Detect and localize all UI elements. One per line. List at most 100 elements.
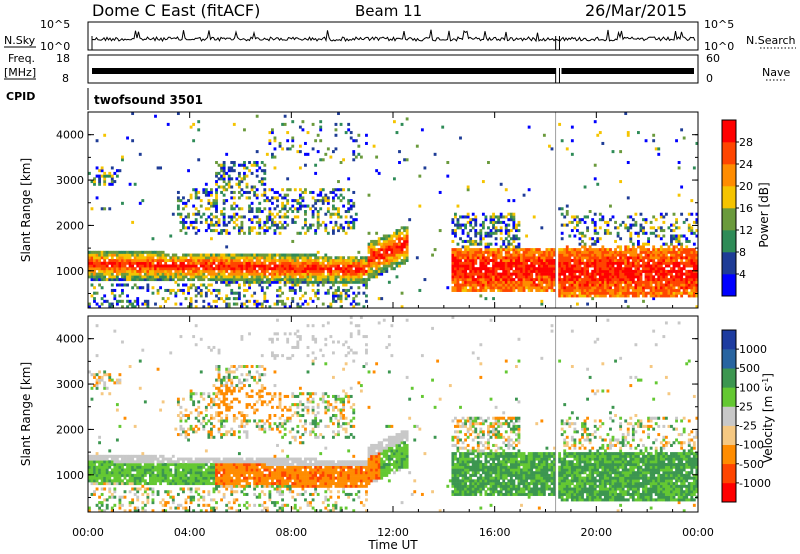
power-cell bbox=[474, 223, 478, 227]
power-cell bbox=[598, 283, 602, 287]
power-cell bbox=[182, 272, 185, 276]
power-cell bbox=[260, 272, 264, 276]
power-cell bbox=[332, 196, 335, 200]
power-cell bbox=[606, 275, 610, 279]
power-cell bbox=[352, 256, 356, 260]
velocity-cell bbox=[90, 492, 94, 496]
power-cell bbox=[245, 264, 249, 268]
power-cell bbox=[593, 253, 597, 257]
power-cell bbox=[403, 245, 407, 249]
power-cell bbox=[296, 259, 300, 263]
power-cell bbox=[288, 286, 292, 290]
power-cell bbox=[499, 253, 503, 257]
power-cell bbox=[161, 269, 165, 273]
power-cell bbox=[255, 259, 259, 263]
velocity-cell bbox=[179, 465, 183, 469]
velocity-cell bbox=[93, 473, 96, 477]
power-cell bbox=[680, 234, 684, 238]
power-cell bbox=[95, 196, 99, 200]
power-cell bbox=[220, 280, 224, 284]
power-cell bbox=[362, 283, 366, 287]
power-cell bbox=[103, 261, 107, 265]
power-cell bbox=[601, 288, 605, 292]
power-cell bbox=[649, 269, 653, 273]
power-cell bbox=[601, 248, 605, 252]
velocity-cell bbox=[154, 454, 157, 458]
power-cell bbox=[265, 275, 269, 279]
power-cell bbox=[499, 280, 503, 284]
power-cell bbox=[164, 278, 168, 282]
power-cell bbox=[255, 305, 259, 309]
power-cell bbox=[479, 231, 483, 235]
power-cell bbox=[677, 242, 681, 246]
power-cell bbox=[692, 278, 696, 282]
power-cell bbox=[220, 185, 224, 189]
power-cell bbox=[222, 177, 226, 181]
power-cell bbox=[121, 291, 124, 295]
power-cell bbox=[273, 139, 277, 143]
power-cell bbox=[324, 275, 328, 279]
velocity-cell bbox=[105, 468, 109, 472]
power-cell bbox=[202, 190, 206, 194]
power-cell bbox=[245, 174, 249, 178]
power-cell bbox=[637, 272, 640, 276]
velocity-cell bbox=[156, 463, 160, 467]
power-cell bbox=[334, 294, 338, 298]
power-cell bbox=[243, 163, 246, 167]
power-cell bbox=[90, 275, 94, 279]
power-cell bbox=[296, 267, 300, 271]
velocity-cell bbox=[146, 495, 150, 499]
power-cell bbox=[593, 239, 597, 243]
power-cell bbox=[657, 256, 661, 260]
power-cell bbox=[217, 220, 221, 224]
power-cell bbox=[93, 182, 96, 186]
power-cell bbox=[532, 253, 536, 257]
power-cell bbox=[626, 267, 630, 271]
power-cell bbox=[619, 256, 623, 260]
power-cell bbox=[154, 278, 157, 282]
power-cell bbox=[281, 188, 285, 192]
power-colorbar-tick-label: 28 bbox=[739, 136, 753, 149]
power-cell bbox=[504, 188, 508, 192]
power-cell bbox=[649, 286, 653, 290]
power-cell bbox=[118, 261, 122, 265]
power-cell bbox=[537, 278, 541, 282]
power-cell bbox=[548, 275, 551, 279]
power-cell bbox=[456, 204, 460, 208]
power-cell bbox=[293, 269, 297, 273]
power-cell bbox=[268, 278, 272, 282]
power-cell bbox=[260, 180, 264, 184]
power-cell bbox=[197, 196, 201, 200]
power-cell bbox=[204, 229, 208, 233]
power-cell bbox=[278, 299, 282, 303]
power-cell bbox=[586, 269, 590, 273]
power-cell bbox=[652, 245, 656, 249]
power-cell bbox=[293, 215, 297, 219]
power-cell bbox=[263, 190, 267, 194]
power-cell bbox=[456, 272, 460, 276]
power-cell bbox=[393, 259, 396, 263]
power-cell bbox=[250, 163, 254, 167]
power-cell bbox=[136, 297, 140, 301]
power-cell bbox=[573, 250, 577, 254]
power-cell bbox=[634, 283, 638, 287]
power-cell bbox=[570, 288, 574, 292]
power-cell bbox=[644, 261, 648, 265]
velocity-cell bbox=[103, 370, 107, 374]
power-cell bbox=[659, 280, 663, 284]
power-cell bbox=[469, 220, 473, 224]
power-cell bbox=[395, 261, 399, 265]
power-cell bbox=[573, 288, 577, 292]
power-cell bbox=[192, 264, 196, 268]
power-cell bbox=[278, 226, 282, 230]
power-cell bbox=[649, 220, 653, 224]
power-cell bbox=[271, 256, 274, 260]
power-cell bbox=[509, 253, 513, 257]
power-cell bbox=[677, 269, 681, 273]
power-cell bbox=[199, 215, 203, 219]
power-cell bbox=[466, 248, 470, 252]
velocity-cell bbox=[189, 457, 193, 461]
velocity-cell bbox=[159, 479, 163, 483]
power-cell bbox=[118, 259, 122, 263]
power-cell bbox=[98, 253, 102, 257]
